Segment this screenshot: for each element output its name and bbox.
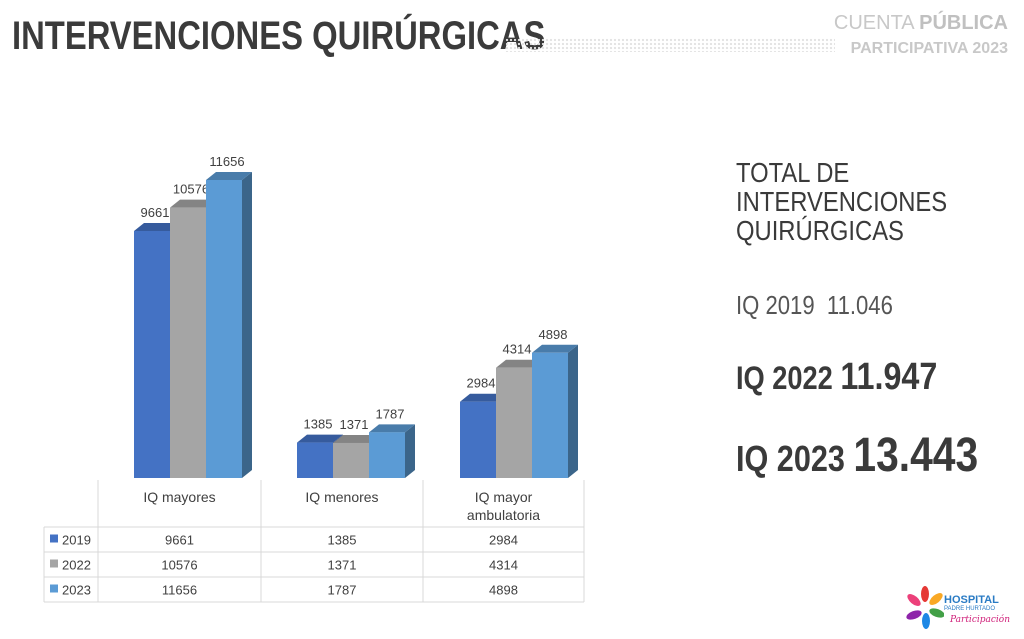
cuenta-publica-label: CUENTA PÚBLICA [834,12,1008,35]
table-cell: 2984 [489,533,518,548]
data-label: 10576 [173,182,209,197]
category-label: IQ menores [305,489,378,505]
bar [460,401,496,478]
bar [206,180,242,478]
data-label: 1371 [340,417,369,432]
data-label: 11656 [209,154,244,169]
table-cell: 1385 [328,533,357,548]
category-label: IQ mayores [143,489,215,505]
bar-top [333,434,379,443]
total-2023: IQ 2023 13.443 [736,428,978,483]
bar [333,442,369,478]
bar [170,207,206,479]
series-label: 2019 [62,533,91,548]
category-label: ambulatoria [467,507,540,523]
table-cell: 4898 [489,583,518,598]
legend-swatch [50,584,58,593]
title-dotted-decoration [505,38,835,52]
totals-heading-line2: INTERVENCIONES [736,186,948,217]
total-2023-label: IQ 2023 [736,438,845,479]
legend-swatch [50,534,58,543]
total-2022-label: IQ 2022 [736,360,833,396]
series-label: 2022 [62,558,91,573]
totals-heading: TOTAL DE INTERVENCIONES QUIRÚRGICAS [736,158,947,245]
cuenta-light: CUENTA [833,12,914,34]
table-cell: 9661 [165,533,194,548]
totals-heading-line3: QUIRÚRGICAS [736,215,904,246]
participativa-label: PARTICIPATIVA 2023 [850,40,1008,57]
bar-top [496,359,542,368]
table-cell: 1787 [328,583,357,598]
table-cell: 11656 [162,583,197,598]
bar-top [206,172,252,180]
bar-top [170,199,216,208]
data-label: 1787 [376,406,405,421]
bar-top [134,223,180,232]
bar [532,352,568,478]
bar-top [297,434,343,443]
bar-top [369,424,415,433]
total-2019-label: IQ 2019 [736,290,815,320]
table-cell: 10576 [161,558,197,573]
total-2019-value: 11.046 [826,290,893,320]
total-2023-value: 13.443 [853,429,979,482]
total-2022-value: 11.947 [840,356,938,398]
bar [369,432,405,478]
data-label: 1385 [304,417,333,432]
logo-name: HOSPITAL [944,594,999,606]
category-label: IQ mayor [475,489,533,505]
page-title: INTERVENCIONES QUIRÚRGICAS [12,14,546,58]
data-label: 2984 [467,376,496,391]
series-label: 2023 [62,583,91,598]
hospital-logo-icon [906,586,945,629]
bar-top [532,344,578,353]
table-cell: 1371 [328,558,357,573]
bar-side [568,344,578,478]
bar [134,231,170,478]
bar-side [242,172,252,478]
totals-heading-line1: TOTAL DE [736,157,850,188]
data-label: 9661 [141,205,170,220]
bar-top [460,393,506,402]
logo-sub: PADRE HURTADO [944,606,996,612]
total-2022: IQ 2022 11.947 [736,356,937,399]
data-label: 4898 [539,327,568,342]
logo-tag: Participación [950,615,1010,625]
legend-swatch [50,559,58,568]
bar-side [405,424,415,478]
total-2019: IQ 2019 11.046 [736,290,893,321]
hospital-logo: HOSPITAL PADRE HURTADO Participación [906,586,1016,634]
bar [496,367,532,478]
table-cell: 4314 [489,558,518,573]
cuenta-bold: PÚBLICA [919,12,1008,34]
bar [297,442,333,478]
data-label: 4314 [503,342,532,357]
